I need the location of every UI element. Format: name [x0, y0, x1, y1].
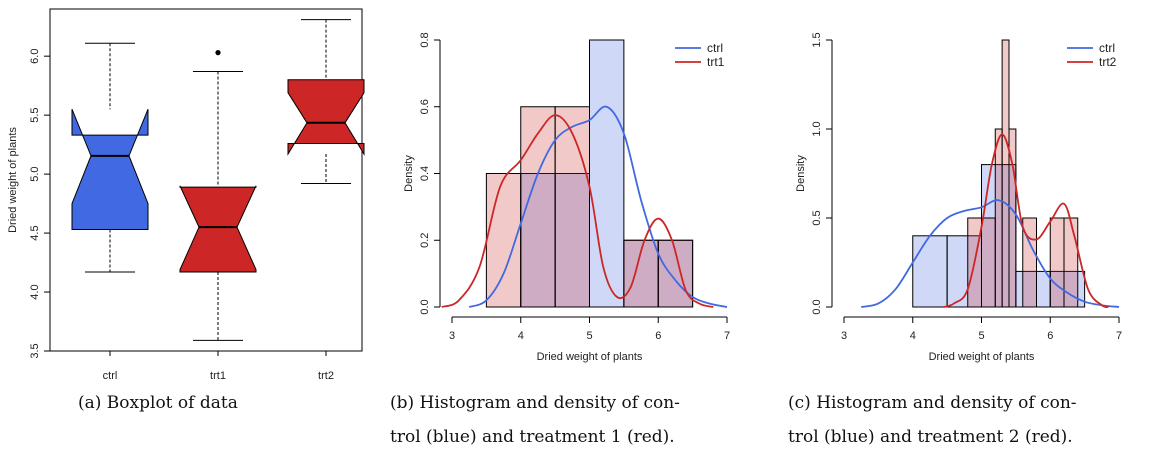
- x-tick-label: 6: [1047, 330, 1053, 342]
- box-trt2: [287, 79, 365, 156]
- panel-histogram-trt2: 0.0 0.5 1.0 1.5 Density 3 4 5 6 7 Dried weight of …: [782, 0, 1172, 462]
- y-axis-label: Density: [403, 155, 415, 192]
- legend-label-ctrl: ctrl: [707, 41, 723, 55]
- x-tick-label: trt1: [210, 370, 226, 382]
- y-tick-label: 6.0: [29, 49, 41, 64]
- box-ctrl: [71, 109, 149, 231]
- caption-b-line1: (b) Histogram and density of con-: [390, 393, 680, 413]
- histogram-trt2-chart: 0.0 0.5 1.0 1.5 Density 3 4 5 6 7 Dried weight of …: [795, 32, 1122, 363]
- bar-ctrl: [1015, 270, 1051, 308]
- y-tick-label: 0.2: [419, 233, 431, 248]
- bar-trt2: [981, 217, 996, 308]
- y-tick-label: 0.6: [419, 99, 431, 114]
- bar-ctrl: [912, 235, 948, 308]
- bar-ctrl: [520, 173, 556, 308]
- panel-boxplot: 3.5 4.0 4.5 5.0 5.5 6.0 Dried weight of plants…: [0, 0, 380, 462]
- bar-ctrl: [589, 39, 625, 308]
- y-tick-label: 1.5: [811, 32, 823, 47]
- legend-label-trt1: trt1: [707, 55, 725, 69]
- bar-trt2: [1063, 217, 1079, 308]
- caption-c: (c) Histogram and density of con- trol (…: [788, 386, 1077, 454]
- x-tick-label: 3: [841, 330, 847, 342]
- y-axis-label: Density: [795, 155, 807, 192]
- y-tick-label: 1.0: [811, 121, 823, 136]
- caption-c-line2: trol (blue) and treatment 2 (red).: [788, 427, 1073, 447]
- caption-a: (a) Boxplot of data: [78, 393, 238, 413]
- histogram-trt1-chart: 0.0 0.2 0.4 0.6 0.8 Density 3 4 5 6 7 Dried weight …: [403, 32, 730, 363]
- bar-trt2: [1049, 217, 1065, 308]
- bar-trt2: [994, 128, 1003, 308]
- bar-ctrl: [1049, 270, 1086, 308]
- density-curve-trt1: [441, 114, 714, 308]
- y-tick-label: 0.5: [811, 210, 823, 225]
- y-tick-label: 3.5: [29, 343, 41, 358]
- x-tick-label: 5: [586, 330, 592, 342]
- x-tick-label: trt2: [318, 370, 334, 382]
- x-axis-label: Dried weight of plants: [537, 351, 643, 363]
- x-tick-label: 7: [1116, 330, 1122, 342]
- boxplot-chart: 3.5 4.0 4.5 5.0 5.5 6.0 Dried weight of plants…: [7, 8, 365, 382]
- caption-b-line2: trol (blue) and treatment 1 (red).: [390, 427, 675, 447]
- x-axis-label: Dried weight of plants: [929, 351, 1035, 363]
- bar-ctrl: [554, 173, 590, 308]
- bar-trt1: [554, 106, 590, 308]
- y-tick-label: 4.0: [29, 284, 41, 299]
- x-tick-label: 5: [978, 330, 984, 342]
- box-trt1: [179, 185, 257, 273]
- x-tick-label: 3: [449, 330, 455, 342]
- y-tick-label: 0.8: [419, 32, 431, 47]
- x-tick-label: ctrl: [103, 370, 118, 382]
- panel-histogram-trt1: 0.0 0.2 0.4 0.6 0.8 Density 3 4 5 6 7 Dried weight …: [390, 0, 780, 462]
- density-curve-ctrl: [468, 105, 728, 308]
- y-axis-label: Dried weight of plants: [7, 127, 19, 233]
- x-tick-label: 4: [910, 330, 916, 342]
- y-tick-label: 5.5: [29, 107, 41, 122]
- y-tick-label: 4.5: [29, 225, 41, 240]
- plot-frame: [49, 8, 363, 352]
- caption-b: (b) Histogram and density of con- trol (…: [390, 386, 680, 454]
- y-tick-label: 5.0: [29, 166, 41, 181]
- outlier-point: [215, 50, 221, 56]
- density-curve-trt2: [943, 133, 1109, 309]
- caption-c-line1: (c) Histogram and density of con-: [788, 393, 1077, 413]
- x-tick-label: 7: [724, 330, 730, 342]
- y-tick-label: 0.0: [419, 299, 431, 314]
- x-tick-label: 4: [518, 330, 524, 342]
- y-tick-label: 0.4: [419, 166, 431, 181]
- density-curve-ctrl: [861, 199, 1120, 308]
- x-tick-label: 6: [655, 330, 661, 342]
- y-tick-label: 0.0: [811, 299, 823, 314]
- bar-trt2: [1001, 39, 1010, 308]
- legend-label-ctrl: ctrl: [1099, 41, 1115, 55]
- bar-trt2: [1008, 128, 1017, 308]
- legend-label-trt2: trt2: [1099, 55, 1117, 69]
